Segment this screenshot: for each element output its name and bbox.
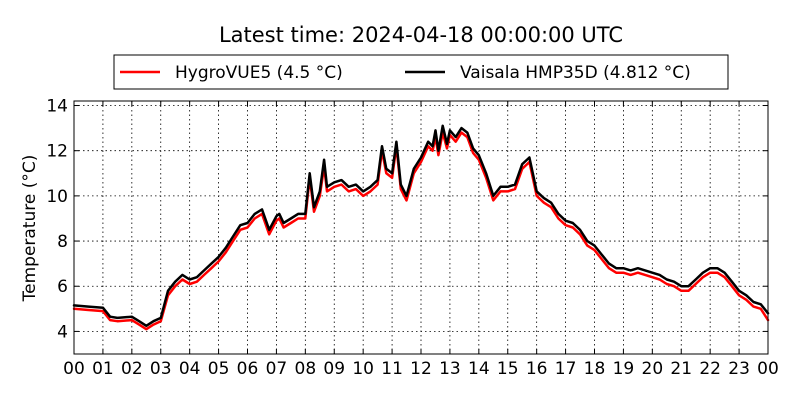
x-tick-label: 23 xyxy=(728,359,750,379)
y-axis-label: Temperature (°C) xyxy=(20,155,40,303)
chart-title: Latest time: 2024-04-18 00:00:00 UTC xyxy=(219,23,623,47)
x-tick-label: 03 xyxy=(150,359,172,379)
x-axis-ticks: 00 01 02 03 04 05 06 07 08 09 10 11 12 13 14 15 16 17 18 19… xyxy=(63,101,779,379)
x-tick-label: 00 xyxy=(757,359,779,379)
x-tick-label: 01 xyxy=(92,359,114,379)
y-tick-label: 12 xyxy=(46,142,68,162)
x-tick-label: 02 xyxy=(121,359,143,379)
x-tick-label: 13 xyxy=(439,359,461,379)
legend-label-hygrovue5: HygroVUE5 (4.5 °C) xyxy=(175,63,343,83)
x-tick-label: 21 xyxy=(670,359,692,379)
x-tick-label: 18 xyxy=(584,359,606,379)
x-tick-label: 04 xyxy=(179,359,201,379)
x-tick-label: 19 xyxy=(613,359,635,379)
x-tick-label: 08 xyxy=(295,359,317,379)
x-tick-label: 20 xyxy=(642,359,664,379)
y-tick-label: 8 xyxy=(57,232,68,252)
y-tick-label: 10 xyxy=(46,187,68,207)
y-tick-label: 14 xyxy=(46,97,68,117)
grid-lines xyxy=(74,101,768,354)
y-tick-label: 6 xyxy=(57,277,68,297)
x-tick-label: 16 xyxy=(526,359,548,379)
legend: HygroVUE5 (4.5 °C) Vaisala HMP35D (4.812… xyxy=(113,54,729,90)
x-tick-label: 12 xyxy=(410,359,432,379)
series-line-hygrovue5 xyxy=(72,131,770,331)
x-tick-label: 22 xyxy=(699,359,721,379)
x-tick-label: 11 xyxy=(381,359,403,379)
y-axis-ticks: 4 6 8 10 12 14 xyxy=(46,97,768,342)
legend-label-vaisala: Vaisala HMP35D (4.812 °C) xyxy=(460,63,691,83)
x-tick-label: 06 xyxy=(237,359,259,379)
x-tick-label: 09 xyxy=(323,359,345,379)
x-tick-label: 10 xyxy=(352,359,374,379)
x-tick-label: 05 xyxy=(208,359,230,379)
y-tick-label: 4 xyxy=(57,322,68,342)
series-line-vaisala xyxy=(72,124,770,328)
x-tick-label: 00 xyxy=(63,359,85,379)
x-tick-label: 17 xyxy=(555,359,577,379)
x-tick-label: 15 xyxy=(497,359,519,379)
x-tick-label: 07 xyxy=(266,359,288,379)
x-tick-label: 14 xyxy=(468,359,490,379)
series-layer xyxy=(72,124,770,331)
